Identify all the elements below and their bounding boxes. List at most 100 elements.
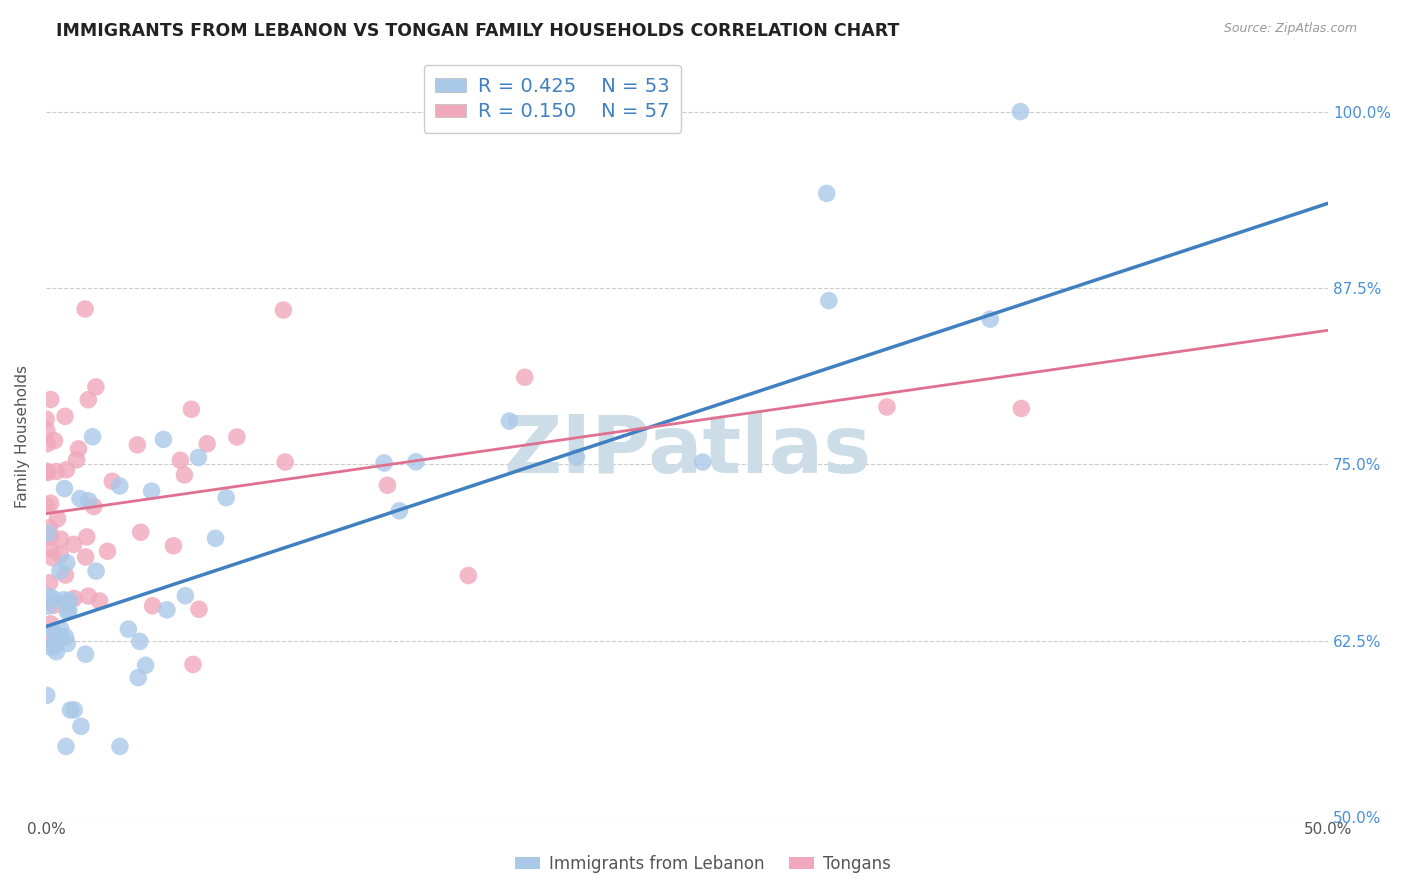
Point <box>377 478 399 492</box>
Point <box>55 568 77 582</box>
Point <box>76 530 98 544</box>
Point <box>44 598 66 612</box>
Point <box>373 456 395 470</box>
Point <box>108 739 131 754</box>
Text: ZIPatlas: ZIPatlas <box>503 412 872 491</box>
Point <box>127 671 149 685</box>
Point <box>49 548 72 562</box>
Point <box>63 591 86 606</box>
Point <box>152 433 174 447</box>
Point <box>169 453 191 467</box>
Point <box>37 599 59 614</box>
Point <box>49 622 72 636</box>
Point <box>35 423 58 437</box>
Point <box>53 482 76 496</box>
Point <box>457 568 479 582</box>
Point <box>127 438 149 452</box>
Point <box>39 541 62 556</box>
Text: Source: ZipAtlas.com: Source: ZipAtlas.com <box>1223 22 1357 36</box>
Point <box>180 402 202 417</box>
Point <box>56 595 79 609</box>
Point <box>135 658 157 673</box>
Point <box>73 301 96 316</box>
Point <box>96 544 118 558</box>
Point <box>42 624 65 639</box>
Point <box>162 539 184 553</box>
Point <box>56 636 79 650</box>
Point <box>82 430 104 444</box>
Point <box>46 512 69 526</box>
Point <box>39 616 62 631</box>
Point <box>49 630 72 644</box>
Point <box>818 293 841 308</box>
Point <box>77 493 100 508</box>
Point <box>979 312 1001 326</box>
Point <box>59 593 82 607</box>
Point <box>815 186 838 201</box>
Point <box>63 703 86 717</box>
Point <box>108 479 131 493</box>
Legend: R = 0.425    N = 53, R = 0.150    N = 57: R = 0.425 N = 53, R = 0.150 N = 57 <box>423 65 682 133</box>
Point <box>188 602 211 616</box>
Point <box>83 500 105 514</box>
Point <box>89 594 111 608</box>
Point <box>39 640 62 654</box>
Point <box>181 657 204 672</box>
Point <box>156 603 179 617</box>
Point <box>42 640 65 655</box>
Point <box>215 491 238 505</box>
Point <box>37 466 59 480</box>
Point <box>42 591 65 606</box>
Point <box>128 634 150 648</box>
Point <box>692 455 714 469</box>
Point <box>52 592 75 607</box>
Point <box>84 380 107 394</box>
Point <box>101 475 124 489</box>
Point <box>62 537 84 551</box>
Point <box>44 434 66 448</box>
Point <box>142 599 165 613</box>
Point <box>45 465 67 479</box>
Point <box>173 467 195 482</box>
Point <box>53 630 76 644</box>
Point <box>1010 104 1032 119</box>
Point <box>187 450 209 465</box>
Point <box>129 525 152 540</box>
Point <box>75 647 97 661</box>
Point <box>876 400 898 414</box>
Point <box>70 719 93 733</box>
Legend: Immigrants from Lebanon, Tongans: Immigrants from Lebanon, Tongans <box>509 848 897 880</box>
Point <box>41 632 63 647</box>
Point <box>565 450 588 465</box>
Point <box>35 464 58 478</box>
Point <box>55 739 77 754</box>
Point <box>49 533 72 547</box>
Point <box>274 455 297 469</box>
Point <box>195 436 218 450</box>
Point <box>77 589 100 603</box>
Point <box>405 455 427 469</box>
Point <box>67 442 90 456</box>
Point <box>55 556 77 570</box>
Point <box>513 370 536 384</box>
Point <box>45 626 67 640</box>
Point <box>77 392 100 407</box>
Point <box>69 491 91 506</box>
Point <box>141 483 163 498</box>
Point <box>38 521 60 535</box>
Text: IMMIGRANTS FROM LEBANON VS TONGAN FAMILY HOUSEHOLDS CORRELATION CHART: IMMIGRANTS FROM LEBANON VS TONGAN FAMILY… <box>56 22 900 40</box>
Point <box>53 409 76 424</box>
Point <box>174 589 197 603</box>
Point <box>35 412 58 426</box>
Point <box>226 430 249 444</box>
Point <box>45 645 67 659</box>
Point <box>75 549 97 564</box>
Point <box>59 703 82 717</box>
Point <box>37 437 59 451</box>
Point <box>35 689 58 703</box>
Point <box>1010 401 1032 416</box>
Point <box>37 526 59 541</box>
Point <box>273 303 295 318</box>
Point <box>39 392 62 407</box>
Point <box>84 564 107 578</box>
